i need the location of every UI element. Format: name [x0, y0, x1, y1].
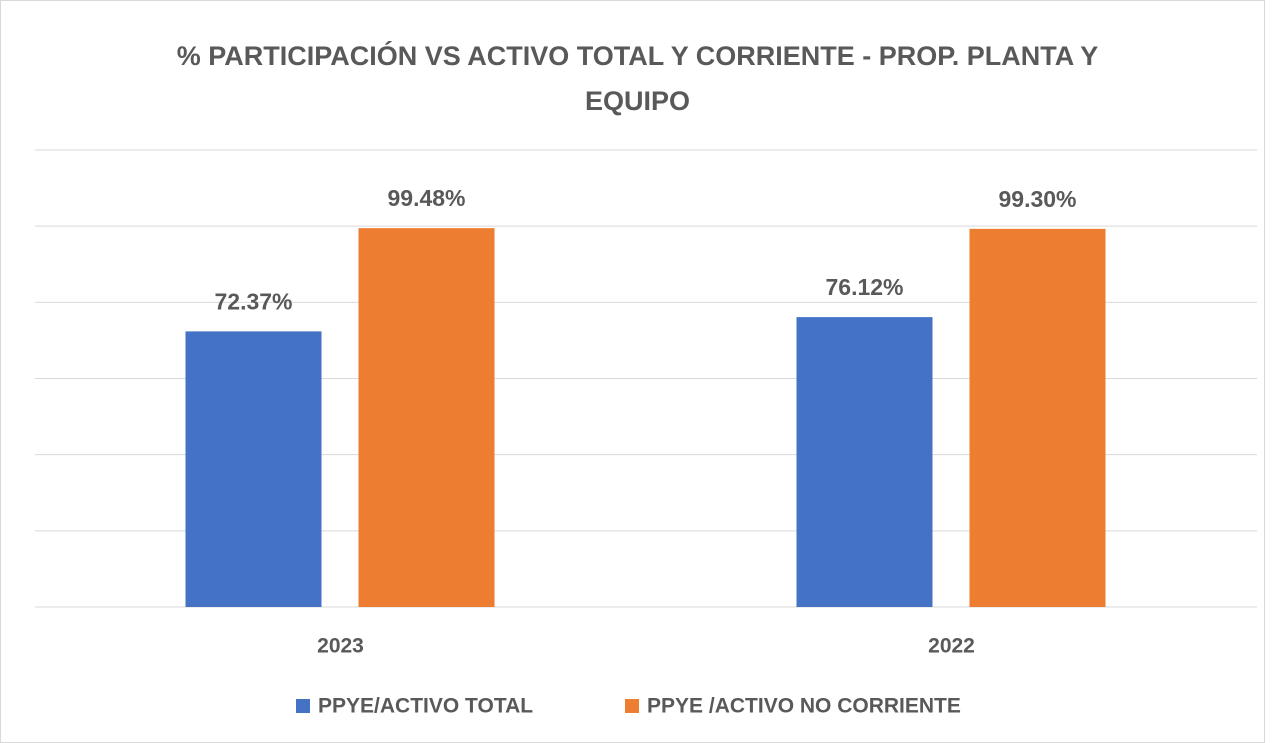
legend-swatch	[625, 699, 639, 713]
data-label: 76.12%	[825, 274, 903, 300]
x-tick-label: 2023	[317, 635, 364, 658]
legend-label: PPYE/ACTIVO TOTAL	[318, 695, 533, 718]
chart-title: % PARTICIPACIÓN VS ACTIVO TOTAL Y CORRIE…	[176, 41, 1099, 116]
bar	[796, 317, 933, 607]
bar	[185, 331, 322, 607]
legend-label: PPYE /ACTIVO NO CORRIENTE	[647, 695, 961, 718]
bar	[358, 228, 495, 607]
data-label: 72.37%	[214, 288, 292, 314]
legend-swatch	[296, 699, 310, 713]
data-label: 99.48%	[387, 185, 465, 211]
bar	[969, 228, 1106, 607]
data-label: 99.30%	[998, 186, 1076, 212]
x-tick-label: 2022	[928, 635, 975, 658]
